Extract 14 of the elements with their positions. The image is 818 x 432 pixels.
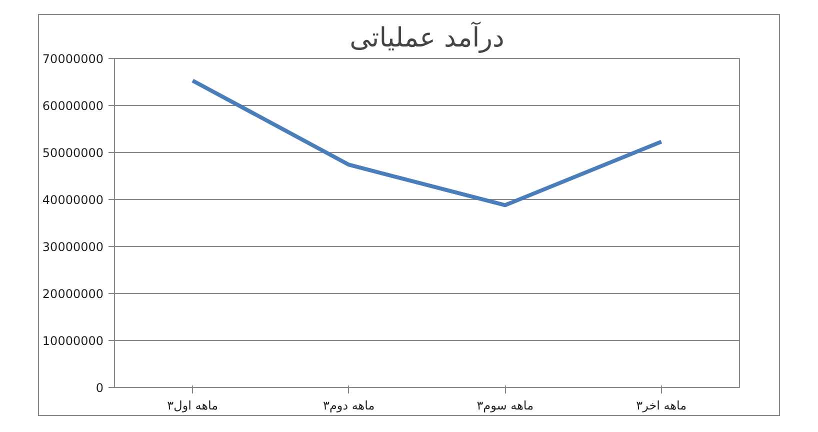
y-tick-label: 60000000 [42, 99, 104, 113]
x-tick-label: ۳ماهه دوم [323, 398, 375, 412]
y-tick-label: 30000000 [42, 240, 104, 254]
chart-title: درآمد عملیاتی [350, 20, 504, 54]
y-tick-label: 0 [96, 381, 104, 395]
y-tick-label: 70000000 [42, 52, 104, 66]
line-series [190, 78, 664, 208]
x-tick-label: ۳ماهه اخر [636, 398, 687, 412]
y-tick-label: 50000000 [42, 146, 104, 160]
y-tick-label: 40000000 [42, 193, 104, 207]
y-tick-label: 20000000 [42, 287, 104, 301]
x-tick-label: ۳ماهه اول [167, 398, 218, 412]
y-tick-label: 10000000 [42, 334, 104, 348]
x-tick-label: ۳ماهه سوم [476, 398, 534, 412]
